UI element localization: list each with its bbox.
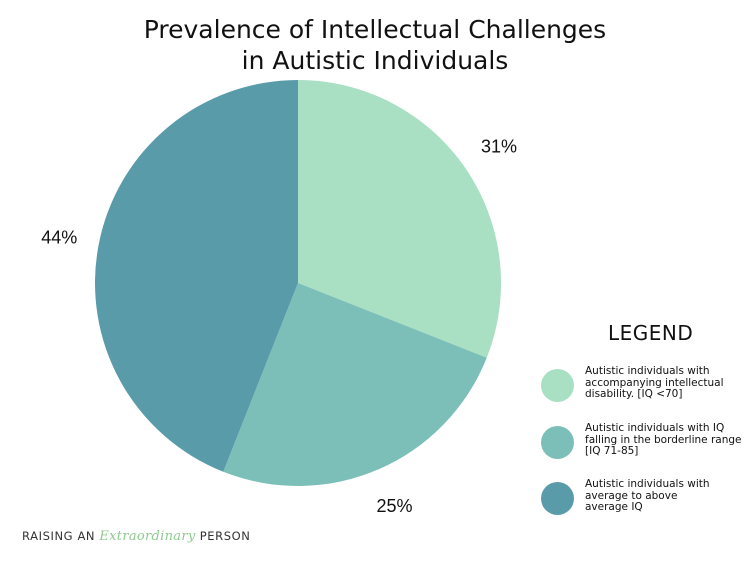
legend-item-borderline-iq: Autistic individuals with IQ falling in … bbox=[541, 422, 742, 463]
brand-footer: RAISING AN Extraordinary PERSON bbox=[22, 529, 251, 544]
legend-label-intellectual-disability: Autistic individuals with accompanying i… bbox=[585, 365, 724, 400]
pie-label-intellectual-disability: 31% bbox=[481, 136, 517, 156]
brand-footer-script: Extraordinary bbox=[99, 529, 196, 544]
pie-label-borderline-iq: 25% bbox=[376, 496, 412, 516]
pie-slice-intellectual-disability bbox=[298, 80, 501, 358]
chart-title-line-2: in Autistic Individuals bbox=[241, 46, 509, 75]
pie-slice-borderline-iq bbox=[223, 283, 487, 486]
chart-title: Prevalence of Intellectual Challenges in… bbox=[0, 14, 750, 76]
legend-title: LEGEND bbox=[608, 321, 694, 345]
legend-swatch-borderline-iq bbox=[541, 426, 574, 459]
legend-label-average-iq: Autistic individuals with average to abo… bbox=[585, 478, 710, 513]
pie-slice-average-iq bbox=[94, 80, 298, 472]
legend-label-borderline-iq: Autistic individuals with IQ falling in … bbox=[585, 422, 742, 457]
legend-item-intellectual-disability: Autistic individuals with accompanying i… bbox=[541, 365, 741, 406]
legend-item-average-iq: Autistic individuals with average to abo… bbox=[541, 478, 741, 519]
brand-footer-prefix: RAISING AN bbox=[22, 529, 100, 543]
legend-swatch-intellectual-disability bbox=[541, 369, 574, 402]
pie-label-average-iq: 44% bbox=[41, 227, 77, 247]
legend-swatch-average-iq bbox=[541, 482, 574, 515]
brand-footer-suffix: PERSON bbox=[195, 529, 251, 543]
chart-title-line-1: Prevalence of Intellectual Challenges bbox=[143, 15, 607, 44]
